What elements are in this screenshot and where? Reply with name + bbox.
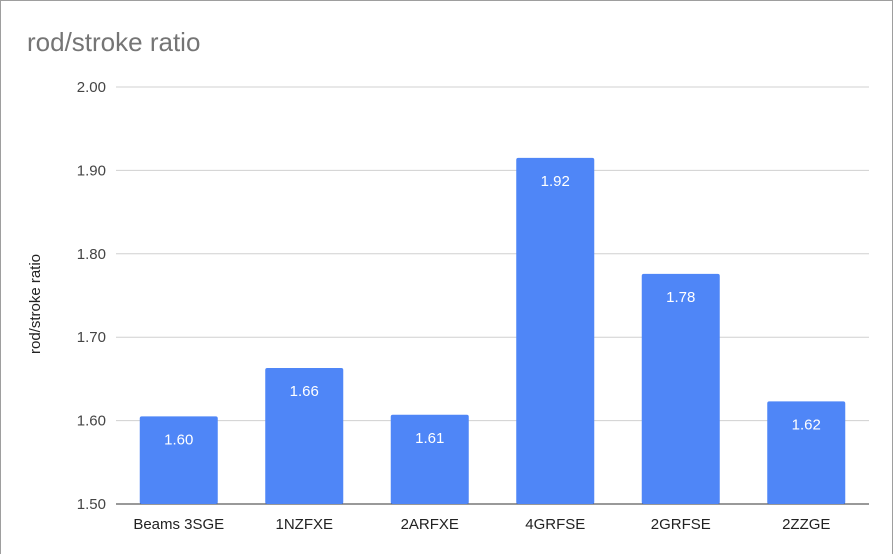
chart-title: rod/stroke ratio	[27, 27, 201, 57]
data-label: 1.66	[290, 383, 319, 400]
data-label: 1.60	[164, 431, 193, 448]
bars	[139, 157, 846, 504]
y-tick-label: 1.90	[77, 162, 106, 179]
data-label: 1.92	[541, 173, 570, 190]
y-tick-label: 1.50	[77, 496, 106, 513]
bar	[516, 157, 595, 504]
y-tick-label: 1.70	[77, 329, 106, 346]
data-label: 1.61	[415, 430, 444, 447]
bar	[767, 401, 846, 504]
y-tick-label: 2.00	[77, 79, 106, 96]
labels: 1.50 1.60 1.70 1.80 1.90 2.00 1.60 Beams 3SGE 1.…	[77, 79, 831, 533]
bar	[390, 414, 469, 504]
y-axis-title: rod/stroke ratio	[27, 254, 44, 354]
y-tick-label: 1.60	[77, 413, 106, 430]
x-tick-label: Beams 3SGE	[133, 516, 224, 533]
bar	[139, 416, 218, 504]
x-tick-label: 2ZZGE	[782, 516, 830, 533]
bar	[265, 368, 344, 504]
x-tick-label: 2GRFSE	[651, 516, 711, 533]
bar	[641, 273, 720, 504]
x-tick-label: 1NZFXE	[275, 516, 333, 533]
x-tick-label: 2ARFXE	[401, 516, 459, 533]
data-label: 1.78	[666, 289, 695, 306]
y-tick-label: 1.80	[77, 246, 106, 263]
gridlines	[116, 86, 869, 505]
data-label: 1.62	[792, 416, 821, 433]
x-tick-label: 4GRFSE	[525, 516, 585, 533]
